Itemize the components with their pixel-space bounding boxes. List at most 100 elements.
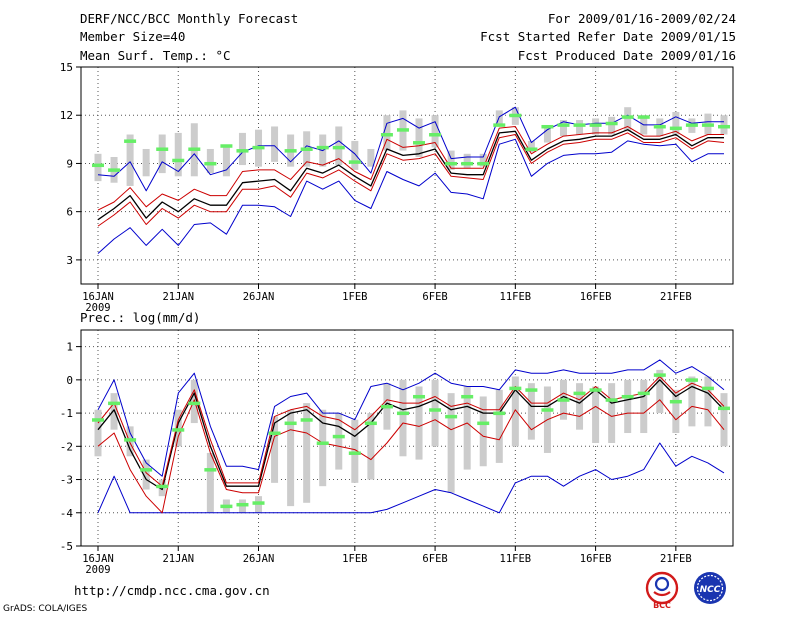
chart-2-prec-spread-bar [495, 389, 503, 463]
chart-2-prec-series-min-line [97, 442, 725, 514]
chart-2-prec-x-tick-label: 11FEB [500, 553, 532, 565]
chart-2-prec-spread-bar [287, 409, 295, 507]
chart-2-prec-observation-mark [252, 501, 265, 505]
chart-2-prec-y-tick-label: -3 [60, 474, 73, 487]
chart-2-prec-observation-mark [525, 388, 538, 392]
chart-1-temp-observation-mark [669, 126, 682, 131]
chart-1-temp-spread-bar [271, 126, 279, 162]
chart-1-temp-observation-mark [557, 123, 570, 127]
chart-1-temp-plot-area [81, 67, 733, 284]
chart-1-temp-observation-mark [685, 123, 698, 127]
chart-2-prec-y-tick-label: -2 [60, 440, 73, 453]
chart-1-temp-y-tick-label: 15 [60, 61, 73, 74]
chart-2-prec-observation-mark [364, 421, 377, 426]
source-url[interactable]: http://cmdp.ncc.cma.gov.cn [74, 583, 270, 598]
chart-1-temp-observation-mark [156, 147, 169, 151]
chart-1-temp-y-tick-label: 6 [66, 206, 73, 219]
forecast-produced-label: Fcst Produced Date 2009/01/16 [517, 48, 736, 63]
chart-2-prec-plot-area [81, 330, 733, 546]
chart-1-temp-observation-mark [637, 115, 650, 119]
chart-1-temp-observation-mark [236, 149, 249, 153]
chart-1-temp-y-tick-label: 9 [66, 157, 73, 170]
chart-2-prec-series-max-line [97, 359, 725, 477]
ncc-logo: NCC [694, 572, 726, 604]
chart-2-prec-observation-mark [316, 441, 329, 445]
chart-1-temp-x-tick-label: 6FEB [422, 291, 447, 303]
chart-2-prec-observation-mark [108, 401, 121, 406]
chart-2-prec-observation-mark [637, 391, 650, 396]
chart-2-prec-spread-bar [319, 409, 327, 487]
chart-1-temp-observation-mark [284, 149, 297, 153]
chart-1-temp-x-tick-label: 21FEB [660, 291, 692, 303]
chart-2-prec-spread-bar [447, 393, 455, 493]
chart-1-temp-observation-mark [188, 147, 201, 151]
chart-1-temp-spread-bar [559, 120, 567, 137]
chart-1-temp-observation-mark [204, 161, 217, 166]
chart-1-temp-spread-bar [126, 134, 134, 186]
chart-2-prec-observation-mark [653, 373, 666, 377]
chart-1-temp-observation-mark [413, 141, 426, 145]
grads-credit: GrADS: COLA/IGES [3, 604, 88, 614]
chart-2-prec-spread-bar [367, 413, 375, 480]
chart-2-prec-spread-bar [688, 376, 696, 427]
chart-2-prec-observation-mark [284, 421, 297, 426]
chart-2-prec-spread-bar [335, 413, 343, 470]
chart-2-prec-observation-mark [268, 431, 281, 436]
chart-1-temp-observation-mark [573, 123, 586, 127]
member-size-label: Member Size=40 [80, 29, 186, 44]
chart-1-temp-observation-mark [653, 124, 666, 129]
chart-1-temp-spread-bar [222, 145, 230, 177]
chart-2-prec-spread-bar [592, 386, 600, 443]
chart-2-prec-observation-mark [445, 414, 458, 419]
chart-1-temp-observation-mark [316, 145, 329, 150]
chart-1-temp-spread-bar [351, 140, 359, 170]
chart-2-prec-spread-bar [431, 379, 439, 447]
chart-1-temp-observation-mark [621, 115, 634, 119]
chart-2-prec-observation-mark [396, 411, 409, 416]
chart-1-temp-series-min-line [97, 106, 724, 192]
chart-2-prec-y-tick-label: -5 [60, 540, 73, 553]
chart-2-prec-spread-bar [174, 409, 182, 447]
chart-1-temp-observation-mark [493, 123, 506, 127]
chart-2-prec-observation-mark [509, 386, 522, 391]
chart-1-temp-x-tick-label: 16FEB [580, 291, 612, 303]
chart-2-prec-observation-mark [348, 451, 361, 455]
chart-2-prec-series-mean-line [97, 379, 725, 491]
chart-1-temp-spread-bar [672, 112, 680, 135]
chart-2-prec-frame [80, 329, 734, 547]
chart-1-temp-spread-bar [624, 107, 632, 132]
chart-1-temp-spread-bar [383, 115, 391, 151]
chart-1-temp-series-p10-line [97, 132, 725, 227]
chart-2-prec-observation-mark [605, 398, 618, 402]
chart-1-temp-x-tick-label: 11FEB [500, 291, 532, 303]
chart-2-prec-spread-bar [704, 376, 712, 427]
chart-1-temp-observation-mark [124, 139, 137, 143]
chart-1-temp-observation-mark [396, 128, 409, 132]
chart-2-prec-spread-bar [656, 369, 664, 414]
chart-2-prec-observation-mark [92, 418, 104, 422]
chart-1-temp-x-tick-label: 26JAN [243, 291, 275, 303]
chart-2-prec-observation-mark [477, 421, 490, 426]
chart-1-temp-observation-mark [252, 145, 265, 150]
chart-2-prec-spread-bar [479, 396, 487, 467]
chart-2-prec-observation-mark [461, 394, 474, 399]
chart-1-temp-spread-bar [463, 153, 471, 169]
chart-1-temp-observation-mark [380, 133, 393, 137]
chart-1-temp-observation-mark [429, 133, 442, 137]
chart-1-temp-spread-bar [527, 140, 535, 153]
chart-2-prec-spread-bar [351, 419, 359, 483]
chart-1-temp-x-year-label: 2009 [85, 302, 110, 314]
chart-2-prec-spread-bar [511, 376, 519, 447]
chart-2-prec-observation-mark [493, 411, 506, 416]
chart-title: DERF/NCC/BCC Monthly Forecast [80, 11, 299, 26]
chart-1-temp-spread-bar [543, 126, 551, 143]
chart-1-temp-spread-bar [479, 153, 487, 167]
chart-1-temp-spread-bar [431, 115, 439, 148]
chart-1-temp-spread-bar [576, 120, 584, 135]
chart-1-temp-spread-bar [94, 153, 102, 182]
chart-2-prec-x-tick-label: 16FEB [580, 553, 612, 565]
chart-2-prec-spread-bar [720, 393, 728, 447]
chart-1-temp-y-tick-label: 12 [60, 109, 73, 122]
chart-2-prec-observation-mark [685, 378, 698, 382]
chart-2-prec-x-tick-label: 1FEB [342, 553, 367, 565]
